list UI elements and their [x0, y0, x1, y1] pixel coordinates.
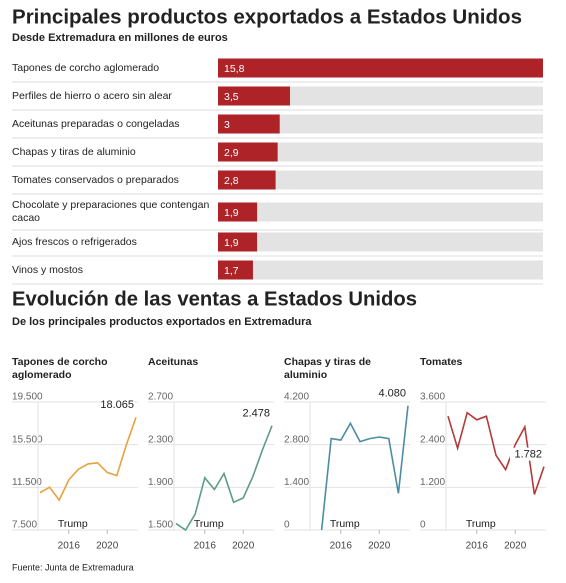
x-tick-label: 2020	[232, 541, 255, 552]
bar	[218, 58, 543, 78]
panel-title: Chapas y tiras de aluminio	[284, 356, 371, 381]
category-label: Tapones de corcho aglomerado	[12, 61, 160, 74]
bar-value-label: 3	[224, 119, 230, 131]
y-tick-label: 2.300	[148, 434, 173, 445]
value-label-bg	[238, 406, 270, 420]
chart-subtitle: Desde Extremadura en millones de euros	[12, 32, 228, 44]
x-tick-label: 2016	[58, 541, 81, 552]
y-tick-label: 0	[420, 520, 426, 531]
value-label: 4.080	[378, 388, 406, 400]
chart-title: Principales productos exportados a Estad…	[12, 6, 522, 28]
source: Fuente: Junta de Extremadura	[12, 562, 134, 572]
category-label-box: Tomates conservados o preparados	[12, 173, 179, 186]
bar-track	[218, 260, 543, 280]
panel-title: Tomates	[420, 356, 463, 368]
bar	[218, 86, 290, 106]
bar	[218, 170, 276, 190]
value-label: 1.782	[514, 449, 542, 461]
y-tick-label: 19.500	[12, 392, 43, 403]
x-tick-label: 2016	[466, 541, 489, 552]
bar-value-label: 15,8	[224, 63, 245, 75]
bar-track	[218, 232, 543, 252]
category-label: Chapas y tiras de aluminio	[12, 145, 136, 158]
category-label-box: Ajos frescos o refrigerados	[12, 235, 137, 248]
panel-title: Aceitunas	[148, 356, 199, 368]
y-tick-label: 2.700	[148, 392, 173, 403]
y-tick-label: 1.400	[284, 477, 309, 488]
category-label: Aceitunas preparadas o congeladas	[12, 117, 180, 130]
bar-value-label: 1,9	[224, 237, 239, 249]
category-label: Tomates conservados o preparados	[12, 173, 179, 186]
bar	[218, 260, 253, 280]
bar-value-label: 2,8	[224, 175, 239, 187]
y-tick-label: 7.500	[12, 520, 37, 531]
y-tick-label: 1.900	[148, 477, 173, 488]
x-tick-label: 2016	[330, 541, 353, 552]
value-label-bg	[374, 386, 406, 400]
y-tick-label: 11.500	[12, 477, 42, 488]
y-tick-label: 1.200	[420, 477, 445, 488]
category-label-box: Aceitunas preparadas o congeladas	[12, 117, 180, 130]
y-tick-label: 2.400	[420, 434, 445, 445]
bar-track	[218, 142, 543, 162]
value-label: 2.478	[242, 408, 270, 420]
annotation: Trump	[194, 518, 224, 530]
panel-title-box: Chapas y tiras de aluminio	[284, 356, 371, 381]
value-label-bg	[510, 447, 542, 461]
bar	[218, 114, 280, 134]
bar-track	[218, 114, 543, 134]
panel-title-box: Aceitunas	[148, 356, 199, 368]
section-subtitle: De los principales productos exportados …	[12, 316, 312, 328]
category-label: Perfiles de hierro o acero sin alear	[12, 89, 172, 102]
value-label: 18.065	[100, 399, 134, 411]
y-tick-label: 4.200	[284, 392, 309, 403]
bar-value-label: 3,5	[224, 91, 239, 103]
y-tick-label: 1.500	[148, 520, 173, 531]
bar-track	[218, 86, 543, 106]
panel-title: Tapones de corcho aglomerado	[12, 356, 108, 381]
annotation: Trump	[58, 518, 88, 530]
category-label-box: Tapones de corcho aglomerado	[12, 61, 160, 74]
panel-title-box: Tomates	[420, 356, 463, 368]
bar-track	[218, 170, 543, 190]
y-tick-label: 15.500	[12, 434, 43, 445]
panel-title-box: Tapones de corcho aglomerado	[12, 356, 108, 381]
category-label-box: Vinos y mostos	[12, 263, 84, 276]
data-line	[39, 417, 137, 502]
y-tick-label: 0	[284, 520, 290, 531]
x-tick-label: 2020	[504, 541, 527, 552]
bar	[218, 232, 258, 252]
x-tick-label: 2020	[96, 541, 119, 552]
section-title: Evolución de las ventas a Estados Unidos	[12, 288, 417, 310]
category-label: Chocolate y preparaciones que contengan …	[12, 199, 210, 224]
bar	[218, 142, 278, 162]
x-tick-label: 2020	[368, 541, 391, 552]
category-label: Vinos y mostos	[12, 263, 84, 276]
annotation: Trump	[330, 518, 360, 530]
y-tick-label: 2.800	[284, 434, 309, 445]
annotation: Trump	[466, 518, 496, 530]
value-label-bg	[102, 398, 134, 412]
category-label-box: Perfiles de hierro o acero sin alear	[12, 89, 172, 102]
bar-value-label: 2,9	[224, 147, 239, 159]
data-line	[175, 425, 273, 532]
category-label: Ajos frescos o refrigerados	[12, 235, 137, 248]
data-line	[320, 405, 409, 531]
bar-value-label: 1,9	[224, 207, 239, 219]
category-label-box: Chapas y tiras de aluminio	[12, 145, 136, 158]
bar-value-label: 1,7	[224, 265, 239, 277]
bar	[218, 202, 258, 222]
category-label-box: Chocolate y preparaciones que contengan …	[12, 199, 210, 224]
x-tick-label: 2016	[194, 541, 217, 552]
bar-track	[218, 202, 543, 222]
y-tick-label: 3.600	[420, 392, 445, 403]
